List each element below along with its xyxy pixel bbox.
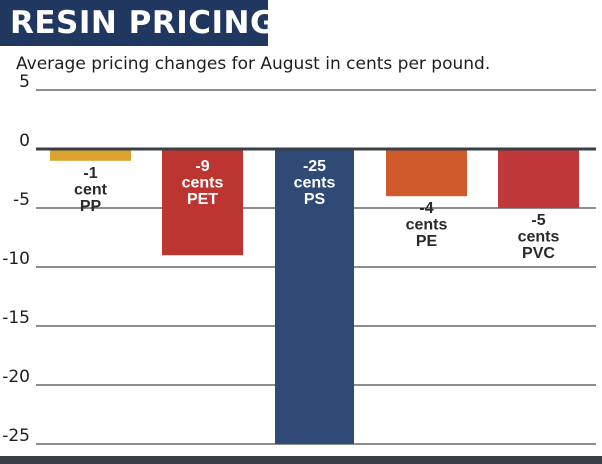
bar-value-label: -9: [195, 158, 209, 175]
bars: [50, 149, 579, 444]
y-tick-label: -20: [2, 367, 30, 387]
bar-labels: -1centPP-9centsPET-25centsPS-4centsPE-5c…: [74, 158, 559, 262]
y-tick-label: -25: [2, 426, 30, 446]
bar-value-label: -25: [303, 158, 326, 175]
y-tick-label: -5: [13, 190, 30, 210]
y-tick-label: 5: [19, 72, 30, 92]
bar-unit-label: cents: [182, 175, 224, 192]
bar-category-label: PE: [416, 233, 438, 250]
bar-category-label: PS: [304, 191, 326, 208]
bar-value-label: -1: [83, 165, 97, 182]
y-tick-label: -10: [2, 249, 30, 269]
bar-pp: [50, 149, 131, 161]
bar-pet: [162, 149, 243, 256]
y-tick-label: -15: [2, 308, 30, 328]
y-tick-label: 0: [19, 131, 30, 151]
bar-value-label: -4: [419, 200, 433, 217]
bar-unit-label: cents: [518, 229, 560, 246]
bar-value-label: -5: [531, 212, 545, 229]
bottom-rule: [0, 456, 602, 464]
bar-pe: [386, 149, 467, 197]
bar-unit-label: cents: [406, 217, 448, 234]
chart-title: RESIN PRICING: [10, 5, 276, 41]
bar-category-label: PP: [80, 198, 102, 215]
bar-category-label: PVC: [522, 245, 555, 262]
y-axis-ticks: 5 0 -5 -10 -15 -20 -25: [2, 72, 30, 446]
bar-ps: [275, 149, 354, 444]
bar-category-label: PET: [187, 191, 218, 208]
bar-pvc: [498, 149, 579, 208]
chart-title-banner: RESIN PRICING: [0, 0, 275, 46]
bar-unit-label: cent: [74, 181, 108, 198]
bar-unit-label: cents: [294, 175, 336, 192]
chart-subtitle: Average pricing changes for August in ce…: [16, 54, 491, 74]
